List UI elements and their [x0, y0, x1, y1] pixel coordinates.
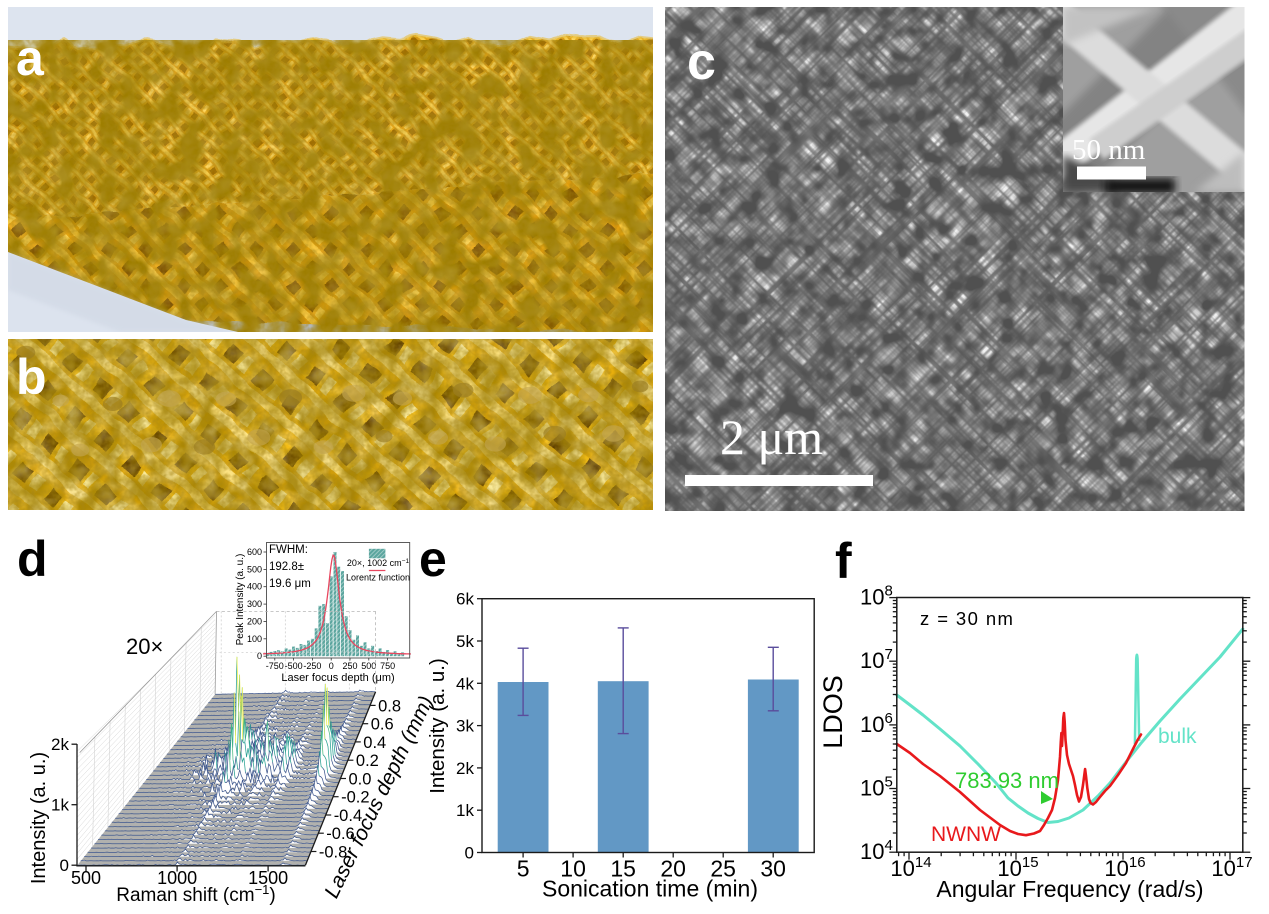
svg-text:750: 750	[380, 661, 395, 671]
svg-text:5: 5	[517, 856, 530, 882]
svg-text:0.2: 0.2	[356, 752, 379, 770]
svg-text:e: e	[419, 531, 447, 587]
svg-text:d: d	[17, 531, 48, 587]
svg-text:20×, 1002 cm−1: 20×, 1002 cm−1	[347, 558, 410, 568]
svg-text:2k: 2k	[51, 735, 69, 754]
svg-text:500: 500	[71, 868, 101, 888]
svg-text:-500: -500	[285, 661, 303, 671]
svg-text:0: 0	[60, 856, 69, 875]
svg-text:2k: 2k	[456, 759, 474, 778]
svg-text:1k: 1k	[456, 801, 474, 820]
svg-text:0.6: 0.6	[371, 716, 394, 734]
svg-text:Angular Frequency (rad/s): Angular Frequency (rad/s)	[936, 876, 1203, 902]
svg-text:108: 108	[860, 583, 893, 610]
svg-text:0.0: 0.0	[349, 771, 372, 789]
svg-text:c: c	[687, 33, 716, 91]
svg-text:0: 0	[465, 844, 474, 863]
svg-text:-0.4: -0.4	[334, 807, 362, 825]
svg-text:106: 106	[860, 710, 893, 737]
svg-text:0: 0	[257, 651, 262, 661]
svg-text:20: 20	[660, 856, 686, 882]
svg-text:Raman shift (cm−1): Raman shift (cm−1)	[116, 882, 275, 906]
svg-text:LDOS: LDOS	[818, 675, 848, 749]
svg-text:NWNW: NWNW	[931, 823, 1001, 846]
svg-text:6k: 6k	[456, 590, 474, 609]
svg-text:Laser focus depth (μm): Laser focus depth (μm)	[281, 672, 394, 684]
svg-text:10: 10	[560, 856, 586, 882]
svg-text:107: 107	[860, 646, 893, 673]
svg-text:5k: 5k	[456, 632, 474, 651]
svg-text:Peak Intensity (a. u.): Peak Intensity (a. u.)	[235, 554, 246, 646]
svg-text:z = 30 nm: z = 30 nm	[920, 608, 1014, 629]
svg-text:1017: 1017	[1211, 854, 1252, 881]
svg-text:200: 200	[247, 617, 262, 627]
svg-text:600: 600	[247, 547, 262, 557]
svg-text:0: 0	[329, 661, 334, 671]
svg-text:FWHM:: FWHM:	[269, 544, 308, 556]
svg-text:Intensity (a. u.): Intensity (a. u.)	[426, 658, 449, 794]
svg-text:105: 105	[860, 774, 893, 801]
svg-text:bulk: bulk	[1158, 725, 1197, 748]
svg-text:4k: 4k	[456, 674, 474, 693]
svg-text:25: 25	[710, 856, 736, 882]
svg-text:100: 100	[247, 634, 262, 644]
svg-text:400: 400	[247, 582, 262, 592]
svg-text:-0.6: -0.6	[326, 825, 354, 843]
svg-text:1k: 1k	[51, 796, 69, 815]
svg-text:Lorentz function: Lorentz function	[346, 573, 410, 583]
svg-text:0.4: 0.4	[363, 734, 386, 752]
svg-text:-0.2: -0.2	[341, 789, 369, 807]
svg-text:Intensity (a. u.): Intensity (a. u.)	[28, 752, 50, 884]
svg-text:Sonication time (min): Sonication time (min)	[542, 876, 758, 902]
svg-text:250: 250	[342, 661, 357, 671]
svg-text:500: 500	[247, 564, 262, 574]
svg-text:0.8: 0.8	[378, 697, 401, 715]
svg-text:1014: 1014	[890, 854, 931, 881]
svg-text:-0.8: -0.8	[319, 844, 347, 862]
svg-text:500: 500	[361, 661, 376, 671]
svg-text:192.8±: 192.8±	[269, 561, 304, 573]
svg-text:-750: -750	[266, 661, 284, 671]
svg-text:783.93 nm: 783.93 nm	[955, 768, 1059, 793]
svg-text:1000: 1000	[157, 868, 197, 888]
svg-text:50 nm: 50 nm	[1072, 134, 1146, 166]
svg-text:a: a	[16, 30, 45, 86]
svg-text:3k: 3k	[456, 717, 474, 736]
svg-text:20×: 20×	[126, 634, 163, 659]
svg-text:-250: -250	[303, 661, 321, 671]
svg-text:1500: 1500	[248, 868, 288, 888]
svg-text:b: b	[16, 349, 47, 405]
svg-text:300: 300	[247, 599, 262, 609]
svg-text:f: f	[835, 533, 852, 589]
svg-text:2 μm: 2 μm	[720, 409, 823, 465]
svg-text:104: 104	[860, 837, 893, 864]
svg-text:15: 15	[610, 856, 636, 882]
svg-text:30: 30	[760, 856, 786, 882]
svg-text:19.6 μm: 19.6 μm	[269, 578, 311, 590]
